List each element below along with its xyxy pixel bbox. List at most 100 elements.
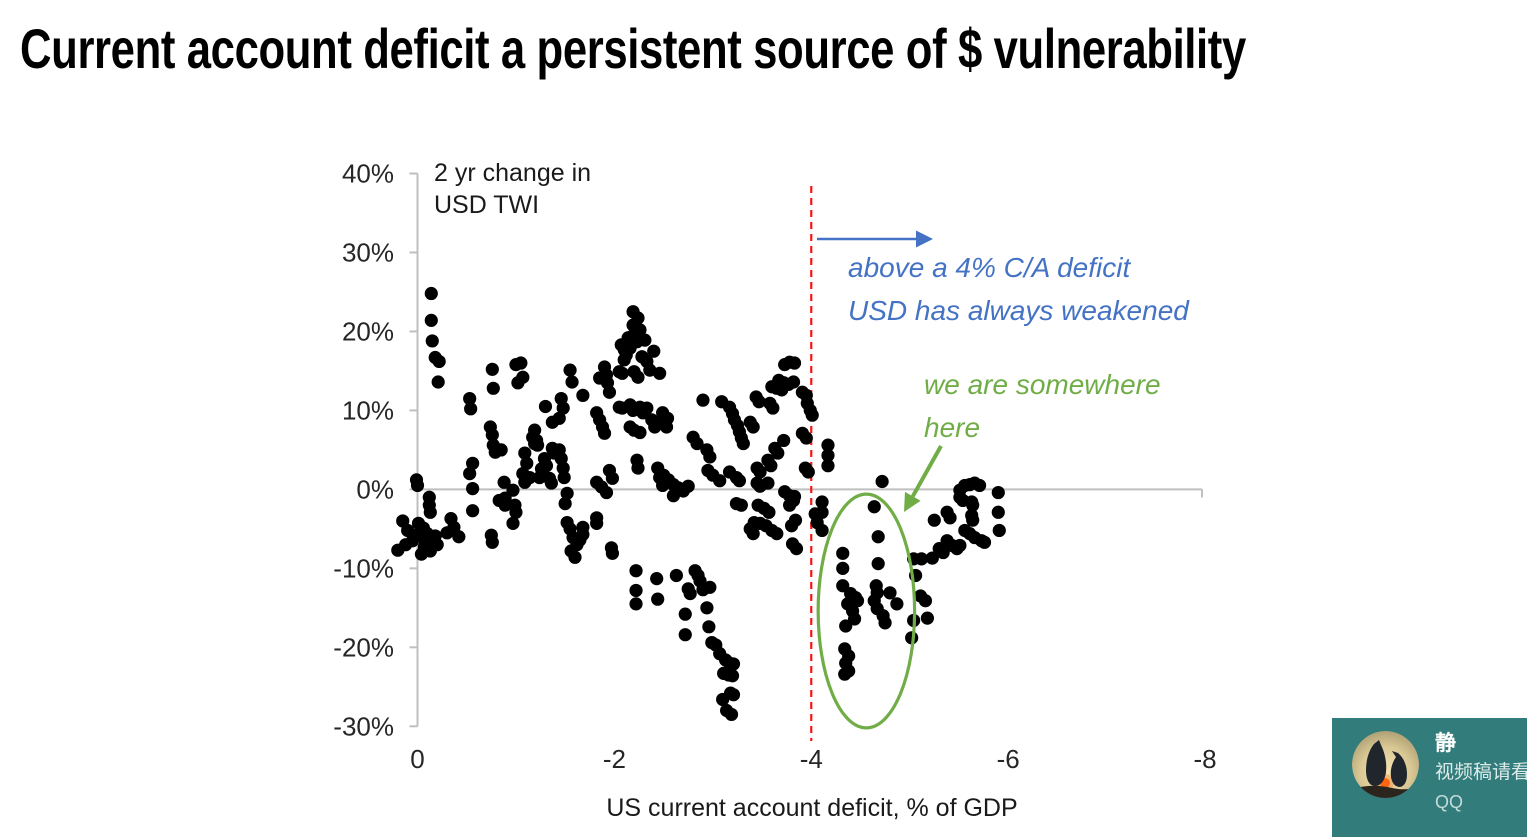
y-tick-label: 40% [342,159,394,189]
data-point [463,391,477,406]
data-point [539,459,554,473]
annotation-blue-line2: USD has always weakened [848,295,1189,326]
data-point [633,425,647,440]
data-point [629,583,643,598]
y-axis-note-line2: USD TWI [434,191,540,219]
data-point [725,669,740,683]
data-point [700,601,714,615]
data-point [629,564,643,578]
data-point [631,370,645,384]
data-point [557,470,571,485]
qq-contact-widget[interactable]: 静 视频稿请看 QQ [1332,718,1527,837]
data-point [544,476,558,490]
data-point [599,485,614,500]
data-point [918,594,933,608]
data-point [746,420,760,434]
data-point [991,505,1005,519]
data-point [485,428,499,442]
data-point [836,546,850,560]
data-point [523,470,537,485]
data-point [615,366,629,380]
data-point [659,420,674,434]
data-point [431,375,445,389]
y-tick-label: -20% [333,632,394,662]
data-point [991,485,1005,500]
data-point [485,362,499,376]
data-point [516,370,530,384]
data-point [836,561,850,575]
data-point [703,450,717,464]
data-point [746,527,760,541]
data-point [651,592,665,606]
data-point [761,476,775,490]
data-point [878,616,892,630]
data-point [943,511,957,525]
data-point [556,401,570,415]
data-point [927,513,941,527]
data-point [506,483,520,497]
data-point [466,456,480,470]
data-point [520,456,534,470]
data-point [464,402,478,416]
data-point [486,381,500,395]
data-point [713,474,727,488]
data-point [466,504,480,518]
data-point [815,523,829,538]
data-point [841,597,855,611]
data-point [605,546,620,560]
data-point [890,597,904,611]
data-point [440,526,454,540]
data-point [560,486,574,500]
penguin-avatar[interactable] [1352,731,1419,798]
highlight-ellipse [816,492,917,730]
data-point [681,479,695,493]
data-point [509,505,523,519]
blue-arrow-icon-head [916,230,933,248]
data-point [734,498,748,512]
data-point [920,611,935,625]
data-point [597,426,612,440]
page-title: Current account deficit a persistent sou… [20,17,1246,80]
data-point [847,612,862,626]
y-tick-label: 20% [342,316,394,346]
data-point [432,354,446,369]
data-point [782,498,797,512]
data-point [724,707,739,722]
data-point [753,465,767,479]
data-point [703,580,717,594]
contact-message: 视频稿请看 [1435,762,1527,783]
data-point [576,388,590,403]
data-point [399,538,413,552]
data-point [423,505,437,519]
data-point [838,667,852,681]
data-point [629,597,643,611]
y-tick-label: -10% [333,553,394,583]
annotation-blue-line1: above a 4% C/A deficit [848,252,1131,283]
data-point [466,481,480,496]
data-point [777,433,791,448]
data-point [784,519,799,533]
data-point [867,500,881,514]
data-point [925,551,939,565]
data-point [678,607,692,621]
data-point [966,513,980,527]
data-point [977,535,992,549]
data-point [452,530,466,544]
data-point [821,459,835,473]
green-arrow-icon [911,445,943,498]
data-point [647,344,661,358]
data-point [425,334,439,348]
data-point [726,657,741,671]
data-point [972,478,987,493]
data-point [875,474,889,489]
data-point [871,530,885,544]
data-point [821,448,835,463]
data-point [617,353,631,367]
green-arrow-icon-head [904,491,921,512]
data-point [914,552,929,566]
data-point [414,547,429,561]
data-point [552,411,566,425]
data-point [786,375,801,389]
data-point [514,356,528,370]
data-point [568,550,582,564]
